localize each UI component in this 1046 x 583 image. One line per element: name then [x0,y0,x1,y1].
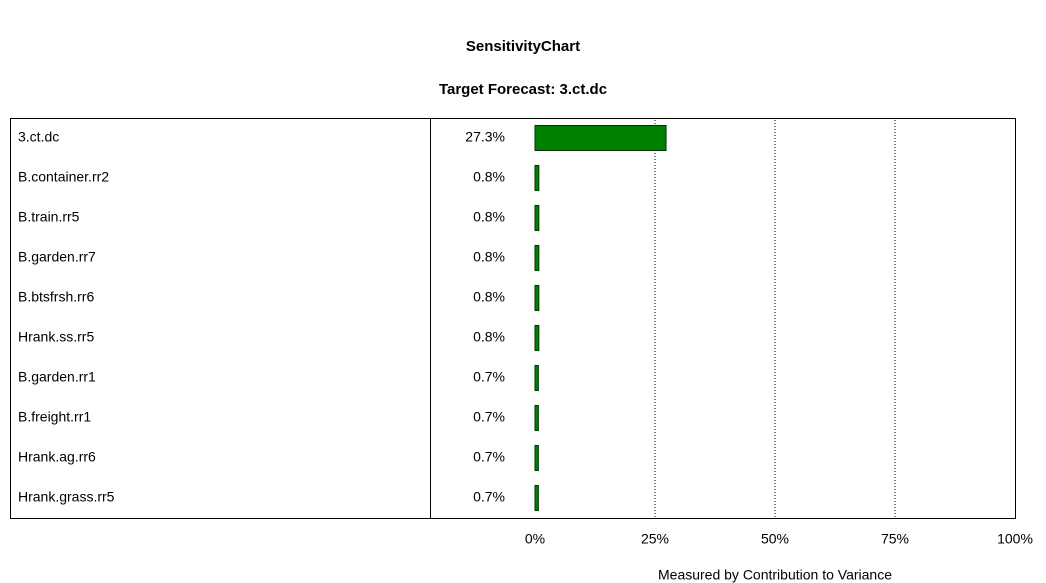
bar [534,125,667,151]
bar [534,245,540,271]
x-tick-label: 0% [525,531,545,547]
table-frame [10,118,1016,519]
value-label: 27.3% [465,129,505,145]
bar [534,325,540,351]
value-label: 0.8% [473,209,505,225]
value-label: 0.8% [473,289,505,305]
value-label: 0.8% [473,169,505,185]
category-label: B.container.rr2 [18,169,109,185]
category-label: B.freight.rr1 [18,409,91,425]
value-label: 0.7% [473,489,505,505]
x-tick-label: 100% [997,531,1033,547]
bar [534,165,540,191]
x-tick-label: 75% [881,531,909,547]
category-label: Hrank.ag.rr6 [18,449,96,465]
value-label: 0.8% [473,249,505,265]
value-label: 0.8% [473,329,505,345]
x-tick-label: 50% [761,531,789,547]
category-label: 3.ct.dc [18,129,59,145]
category-label: B.garden.rr7 [18,249,96,265]
chart-title: SensitivityChart [466,38,580,55]
category-label: Hrank.ss.rr5 [18,329,94,345]
category-label: B.garden.rr1 [18,369,96,385]
bar [534,365,539,391]
x-tick-label: 25% [641,531,669,547]
bar [534,285,540,311]
bar [534,405,539,431]
category-label: Hrank.grass.rr5 [18,489,115,505]
bar [534,485,539,511]
value-label: 0.7% [473,369,505,385]
bar [534,205,540,231]
bar [534,445,539,471]
chart-subtitle: Target Forecast: 3.ct.dc [439,81,607,98]
category-label: B.btsfrsh.rr6 [18,289,94,305]
value-label: 0.7% [473,409,505,425]
category-label: B.train.rr5 [18,209,80,225]
value-label: 0.7% [473,449,505,465]
x-axis-label: Measured by Contribution to Variance [658,567,892,583]
